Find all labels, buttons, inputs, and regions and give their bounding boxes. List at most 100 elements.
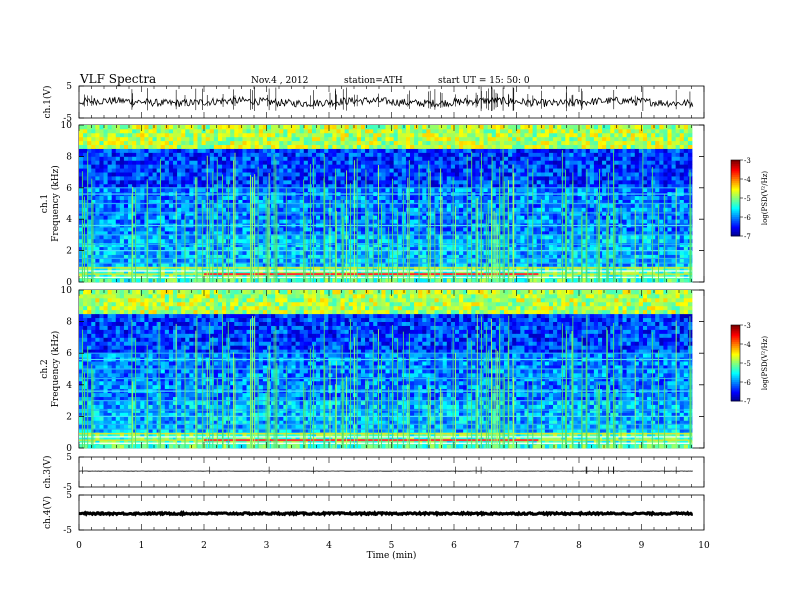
spectrogram-cell xyxy=(385,262,390,267)
spectrogram-cell xyxy=(242,270,247,275)
spectrogram-cell xyxy=(516,258,521,263)
spectrogram-cell xyxy=(234,168,239,173)
spectrogram-cell xyxy=(377,168,382,173)
spectrogram-cell xyxy=(332,187,337,193)
spectrogram-cell xyxy=(262,128,268,134)
spectrogram-cell xyxy=(467,203,472,208)
spectrogram-cell xyxy=(172,132,178,138)
spectrogram-cell xyxy=(160,258,166,263)
spectrogram-cell xyxy=(172,199,178,204)
spectrogram-cell xyxy=(115,254,121,259)
spectrogram-cell xyxy=(95,144,100,149)
spectrogram-cell xyxy=(418,176,423,181)
spectrogram-cell xyxy=(422,270,427,275)
spectrogram-cell xyxy=(438,148,444,153)
spectrogram-cell xyxy=(471,238,476,244)
spectrogram-cell xyxy=(230,148,235,153)
spectrogram-cell xyxy=(524,278,529,283)
spectrogram-cell xyxy=(483,179,489,185)
spectrogram-cell xyxy=(397,172,403,177)
spectrogram-cell xyxy=(254,144,260,149)
spectrogram-cell xyxy=(316,274,321,279)
spectrogram-cell xyxy=(316,140,321,146)
spectrogram-cell xyxy=(561,207,566,212)
spectrogram-cell xyxy=(544,227,550,232)
spectrogram-cell xyxy=(454,144,460,149)
spectrogram-cell xyxy=(246,152,252,157)
spectrogram-cell xyxy=(201,156,207,161)
spectrogram-cell xyxy=(401,246,407,252)
spectrogram-cell xyxy=(340,144,346,149)
spectrogram-cell xyxy=(356,156,362,161)
spectrogram-cell xyxy=(463,274,468,279)
spectrogram-cell xyxy=(295,160,301,165)
spectrogram-cell xyxy=(254,183,260,189)
spectrogram-cell xyxy=(340,179,346,185)
spectrogram-cell xyxy=(238,278,243,283)
spectrogram-cell xyxy=(238,230,243,236)
spectrogram-cell xyxy=(238,183,243,189)
spectrogram-cell xyxy=(189,234,194,240)
spectrogram-cell xyxy=(99,230,104,236)
spectrogram-cell xyxy=(136,140,141,146)
spectrogram-cell xyxy=(197,168,202,173)
spectrogram-cell xyxy=(487,234,493,240)
spectrogram-cell xyxy=(144,125,149,130)
spectrogram-cell xyxy=(95,207,100,212)
spectrogram-cell xyxy=(316,160,321,165)
spectrogram-cell xyxy=(369,187,374,193)
spectrogram-cell xyxy=(303,132,309,138)
spectrogram-cell xyxy=(123,199,129,204)
spectrogram-cell xyxy=(499,136,505,142)
spectrogram-cell xyxy=(148,187,153,193)
spectrogram-cell xyxy=(177,270,182,275)
spectrogram-cell xyxy=(442,195,448,200)
spectrogram-cell xyxy=(128,254,133,259)
spectrogram-cell xyxy=(295,227,301,232)
spectrogram-cell xyxy=(385,270,390,275)
spectrogram-cell xyxy=(148,258,153,263)
spectrogram-cell xyxy=(316,258,321,263)
spectrogram-cell xyxy=(79,270,84,275)
spectrogram-cell xyxy=(524,258,529,263)
spectrogram-cell xyxy=(561,187,566,193)
spectrogram-cell xyxy=(324,187,329,193)
spectrogram-cell xyxy=(271,164,276,169)
spectrogram-cell xyxy=(119,164,125,169)
spectrogram-cell xyxy=(205,215,211,220)
spectrogram-cell xyxy=(504,199,509,204)
spectrogram-cell xyxy=(434,207,440,212)
spectrogram-cell xyxy=(209,215,215,220)
spectrogram-cell xyxy=(262,168,268,173)
spectrogram-cell xyxy=(410,125,415,130)
spectrogram-cell xyxy=(95,203,100,208)
spectrogram-cell xyxy=(103,179,109,185)
spectrogram-cell xyxy=(291,164,296,169)
spectrogram-cell xyxy=(209,262,215,267)
spectrogram-cell xyxy=(520,168,525,173)
spectrogram-cell xyxy=(246,128,252,134)
spectrogram-cell xyxy=(377,227,382,232)
start-time-label: start UT = 15: 50: 0 xyxy=(438,76,530,86)
spectrogram-cell xyxy=(262,199,268,204)
spectrogram-cell xyxy=(512,172,517,177)
spectrogram-cell xyxy=(213,195,219,200)
spectrogram-cell xyxy=(553,199,558,204)
spectrogram-cell xyxy=(475,144,480,149)
spectrogram-cell xyxy=(512,262,517,267)
spectrogram-cell xyxy=(222,187,227,193)
spectrogram-cell xyxy=(238,144,243,149)
spectrogram-cell xyxy=(156,207,162,212)
spectrogram-cell xyxy=(381,172,386,177)
spectrogram-cell xyxy=(487,246,493,252)
spectrogram-cell xyxy=(422,152,427,157)
spectrogram-cell xyxy=(504,140,509,146)
spectrogram-cell xyxy=(164,270,170,275)
spectrogram-cell xyxy=(459,246,464,252)
spectrogram-cell xyxy=(508,274,513,279)
spectrogram-cell xyxy=(454,250,460,255)
spectrogram-cell xyxy=(222,278,227,283)
spectrogram-cell xyxy=(311,164,317,169)
spectrogram-cell xyxy=(471,168,476,173)
spectrogram-cell xyxy=(446,172,452,177)
